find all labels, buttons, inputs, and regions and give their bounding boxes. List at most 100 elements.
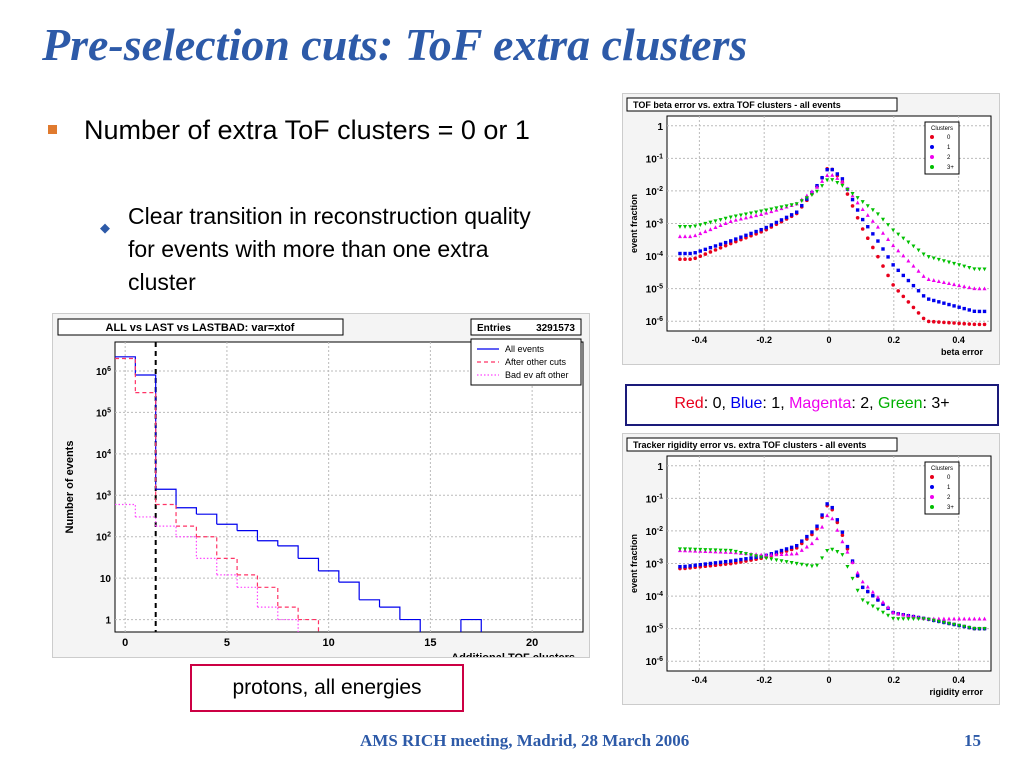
data-point: [809, 541, 814, 546]
data-point: [809, 564, 814, 569]
data-point: [733, 549, 738, 554]
data-point: [866, 225, 870, 229]
legend-entry: 2: [947, 155, 951, 161]
data-point: [850, 192, 855, 196]
legend-marker: [930, 145, 934, 149]
data-point: [713, 548, 718, 553]
y-tick-label: 10-2: [646, 186, 663, 198]
data-point: [739, 235, 743, 239]
data-point: [901, 273, 906, 278]
data-point: [800, 203, 804, 208]
legend-marker: [930, 505, 934, 509]
data-point: [738, 550, 743, 555]
histogram-xtof-svg: ALL vs LAST vs LASTBAD: var=xtof Entries 3…: [57, 318, 584, 657]
data-point: [957, 305, 961, 309]
data-point: [916, 268, 921, 273]
x-tick-label: 15: [424, 637, 436, 649]
data-point: [809, 189, 814, 194]
data-point: [698, 562, 702, 567]
data-point: [795, 210, 799, 214]
data-point: [855, 200, 860, 205]
data-point: [941, 620, 946, 625]
data-point: [764, 208, 769, 213]
legend-entry: 0: [947, 135, 951, 141]
data-point: [967, 322, 972, 326]
chart-title: Tracker rigidity error vs. extra TOF clu…: [633, 440, 866, 450]
data-point: [911, 244, 916, 249]
histogram-legend: [470, 338, 582, 386]
data-point: [870, 218, 875, 223]
data-point: [845, 187, 850, 192]
data-point: [876, 239, 880, 243]
y-axis-label: Number of events: [64, 441, 76, 534]
data-point: [962, 306, 966, 311]
data-point: [941, 259, 946, 264]
y-axis-label: event fraction: [629, 194, 639, 253]
data-point: [982, 267, 987, 272]
data-point: [896, 289, 901, 293]
data-point: [825, 167, 829, 172]
data-point: [733, 214, 738, 219]
data-point: [952, 261, 957, 266]
data-point: [866, 589, 870, 594]
data-point: [835, 518, 840, 522]
data-point: [764, 210, 769, 215]
legend-entry: Bad ev aft other: [505, 370, 569, 380]
data-point: [977, 286, 982, 291]
data-point: [688, 251, 692, 256]
data-point: [835, 520, 840, 525]
x-tick-label: 0: [826, 335, 831, 345]
data-point: [901, 617, 906, 622]
data-point: [688, 564, 692, 568]
data-point: [941, 280, 946, 285]
x-tick-label: 0: [122, 637, 128, 649]
data-point: [728, 215, 733, 220]
data-point: [926, 255, 931, 259]
data-point: [733, 217, 738, 222]
y-tick-label: 10-6: [646, 316, 663, 328]
x-tick-label: 0.4: [952, 335, 965, 345]
data-point: [865, 204, 870, 209]
data-point: [967, 285, 972, 290]
data-point: [759, 212, 764, 216]
data-point: [931, 319, 936, 324]
data-point: [921, 294, 926, 298]
data-point: [738, 216, 743, 221]
data-point: [688, 257, 692, 262]
data-point: [881, 264, 885, 268]
data-point: [799, 199, 804, 204]
data-point: [708, 245, 713, 250]
data-point: [855, 216, 860, 220]
data-point: [896, 611, 901, 616]
data-point: [982, 286, 987, 291]
data-point: [825, 513, 830, 518]
data-point: [749, 214, 754, 219]
legend-title: Clusters: [931, 466, 953, 472]
y-tick-label: 10-3: [646, 559, 663, 571]
data-point: [708, 548, 713, 553]
data-point: [977, 616, 982, 621]
data-point: [972, 616, 977, 621]
data-point: [886, 605, 891, 609]
data-point: [754, 210, 759, 215]
data-point: [972, 286, 977, 291]
stats-label: Entries: [477, 323, 511, 334]
data-point: [977, 309, 982, 314]
slide-title: Pre-selection cuts: ToF extra clusters: [42, 19, 748, 70]
data-point: [820, 175, 824, 180]
data-point: [688, 547, 693, 552]
x-axis-label: Additional TOF clusters: [451, 652, 575, 657]
data-point: [708, 250, 713, 254]
data-point: [891, 228, 896, 233]
data-point: [723, 548, 728, 553]
y-tick-label: 10-1: [646, 153, 663, 165]
data-point: [901, 612, 906, 617]
data-point: [784, 551, 789, 556]
data-point: [860, 227, 865, 231]
data-point: [749, 211, 754, 216]
data-point: [850, 204, 855, 208]
data-point: [876, 598, 880, 602]
data-point: [784, 547, 789, 551]
data-point: [845, 549, 850, 554]
histogram-series-0: [115, 356, 482, 632]
